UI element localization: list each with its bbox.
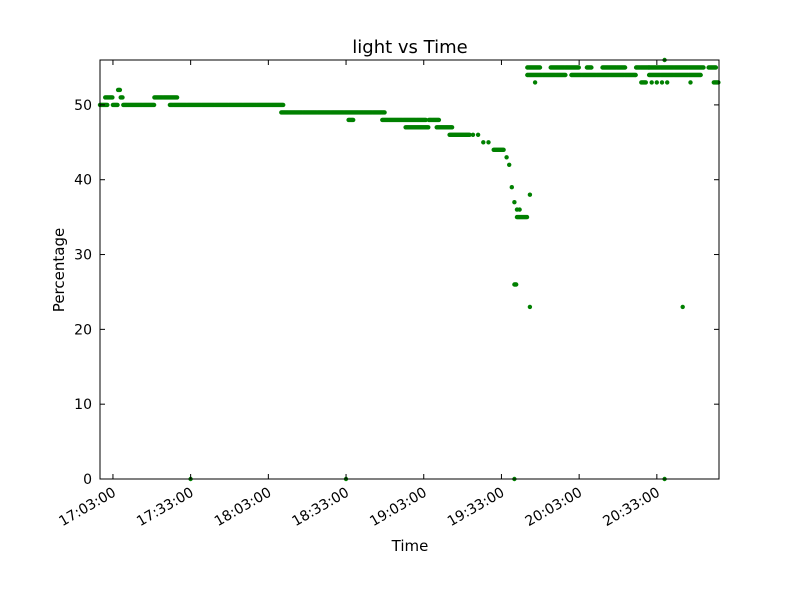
x-axis-label: Time xyxy=(391,537,429,555)
data-point xyxy=(507,162,512,167)
data-point xyxy=(501,147,506,152)
data-points xyxy=(97,57,721,482)
data-point xyxy=(688,80,693,85)
data-point xyxy=(576,65,581,70)
y-tick-label: 30 xyxy=(74,248,92,264)
data-point xyxy=(423,117,428,123)
data-point xyxy=(514,282,519,287)
data-point xyxy=(701,65,706,70)
data-point xyxy=(281,102,286,108)
data-point xyxy=(151,102,157,108)
y-tick-label: 10 xyxy=(74,397,92,413)
x-tick-label: 19:03:00 xyxy=(367,485,429,530)
data-point xyxy=(563,72,568,78)
data-point xyxy=(659,80,665,85)
data-point xyxy=(649,80,654,85)
data-point xyxy=(351,117,356,123)
x-tick-label: 19:33:00 xyxy=(445,485,507,530)
data-point xyxy=(426,125,431,130)
y-tick-label: 20 xyxy=(74,322,92,338)
data-point xyxy=(382,110,387,115)
data-point xyxy=(713,65,719,70)
data-point xyxy=(524,214,530,220)
data-point xyxy=(486,140,491,145)
data-point xyxy=(509,185,514,190)
data-point xyxy=(475,132,481,137)
data-point xyxy=(436,117,442,123)
data-point xyxy=(527,304,533,310)
data-point xyxy=(449,125,455,130)
data-point xyxy=(117,87,123,93)
data-point xyxy=(115,102,120,108)
data-point xyxy=(174,95,180,100)
data-point xyxy=(512,200,517,205)
data-point xyxy=(467,132,472,137)
x-tick-label: 17:33:00 xyxy=(134,485,196,530)
data-point xyxy=(537,65,543,70)
data-point xyxy=(517,207,522,212)
plot-frame xyxy=(99,59,720,480)
data-point xyxy=(481,140,486,145)
data-point xyxy=(716,80,721,85)
data-point xyxy=(654,80,659,85)
data-point xyxy=(532,80,538,85)
x-axis: 17:03:00 17:33:00 18:03:00 18:33:00 19:03:00… xyxy=(56,60,663,530)
chart-title: light vs Time xyxy=(352,37,467,58)
x-tick-label: 20:33:00 xyxy=(600,485,662,530)
data-point xyxy=(698,72,703,78)
data-point xyxy=(110,95,115,100)
data-point xyxy=(643,80,648,85)
data-point xyxy=(105,102,110,108)
x-tick-label: 18:03:00 xyxy=(212,485,274,530)
data-point xyxy=(622,65,628,70)
y-axis: 0 10 20 30 40 50 xyxy=(74,98,719,488)
y-axis-label: Percentage xyxy=(50,228,68,312)
y-tick-label: 0 xyxy=(83,472,92,488)
y-tick-label: 50 xyxy=(74,98,92,114)
y-tick-label: 40 xyxy=(74,173,92,189)
data-point xyxy=(120,95,125,100)
data-point xyxy=(680,304,685,310)
data-point xyxy=(589,65,594,70)
data-point xyxy=(527,192,533,197)
data-point xyxy=(470,132,476,137)
data-point xyxy=(504,155,509,160)
x-tick-label: 17:03:00 xyxy=(56,485,118,530)
data-point xyxy=(665,80,670,85)
x-tick-label: 20:03:00 xyxy=(523,485,585,530)
data-point xyxy=(633,72,638,78)
x-tick-label: 18:33:00 xyxy=(290,485,352,530)
